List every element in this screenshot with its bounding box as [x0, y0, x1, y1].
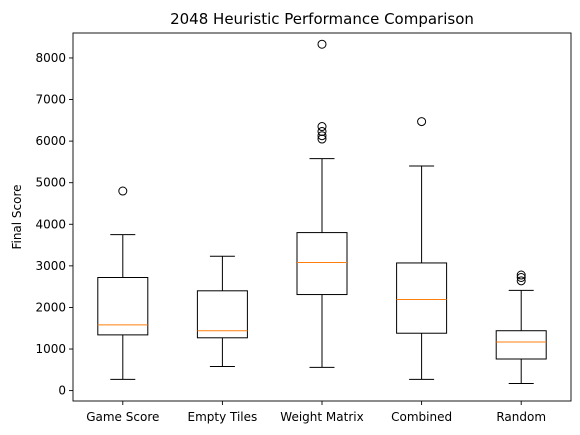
box: [296, 232, 348, 296]
x-tick-label: Empty Tiles: [188, 410, 258, 424]
outlier-point: [317, 127, 327, 137]
outlier-point: [317, 131, 327, 141]
outlier-point: [516, 276, 526, 286]
x-tick-label: Random: [496, 410, 546, 424]
chart-title: 2048 Heuristic Performance Comparison: [170, 10, 474, 28]
y-tick-label: 1000: [35, 342, 66, 356]
outlier-point: [417, 117, 427, 127]
outlier-point: [317, 39, 327, 49]
y-tick-label: 5000: [35, 176, 66, 190]
box: [97, 277, 149, 336]
y-tick-label: 2000: [35, 300, 66, 314]
x-tick-label: Combined: [391, 410, 452, 424]
box: [196, 290, 248, 339]
box: [396, 262, 448, 334]
outlier-point: [317, 134, 327, 144]
y-axis-label: Final Score: [10, 184, 24, 249]
x-tick-label: Game Score: [86, 410, 159, 424]
outlier-point: [118, 186, 128, 196]
outlier-point: [516, 273, 526, 283]
y-tick-label: 8000: [35, 51, 66, 65]
plot-area: 0 1000 2000 3000 4000 5000 6000 7000 8000 Game Sc…: [35, 32, 572, 424]
x-tick-label: Weight Matrix: [280, 410, 363, 424]
y-tick-label: 4000: [35, 217, 66, 231]
y-tick-label: 6000: [35, 134, 66, 148]
box: [495, 330, 547, 360]
y-tick-label: 0: [58, 384, 66, 398]
outlier-point: [516, 270, 526, 280]
y-tick-label: 3000: [35, 259, 66, 273]
outlier-point: [317, 122, 327, 132]
y-tick-label: 7000: [35, 93, 66, 107]
